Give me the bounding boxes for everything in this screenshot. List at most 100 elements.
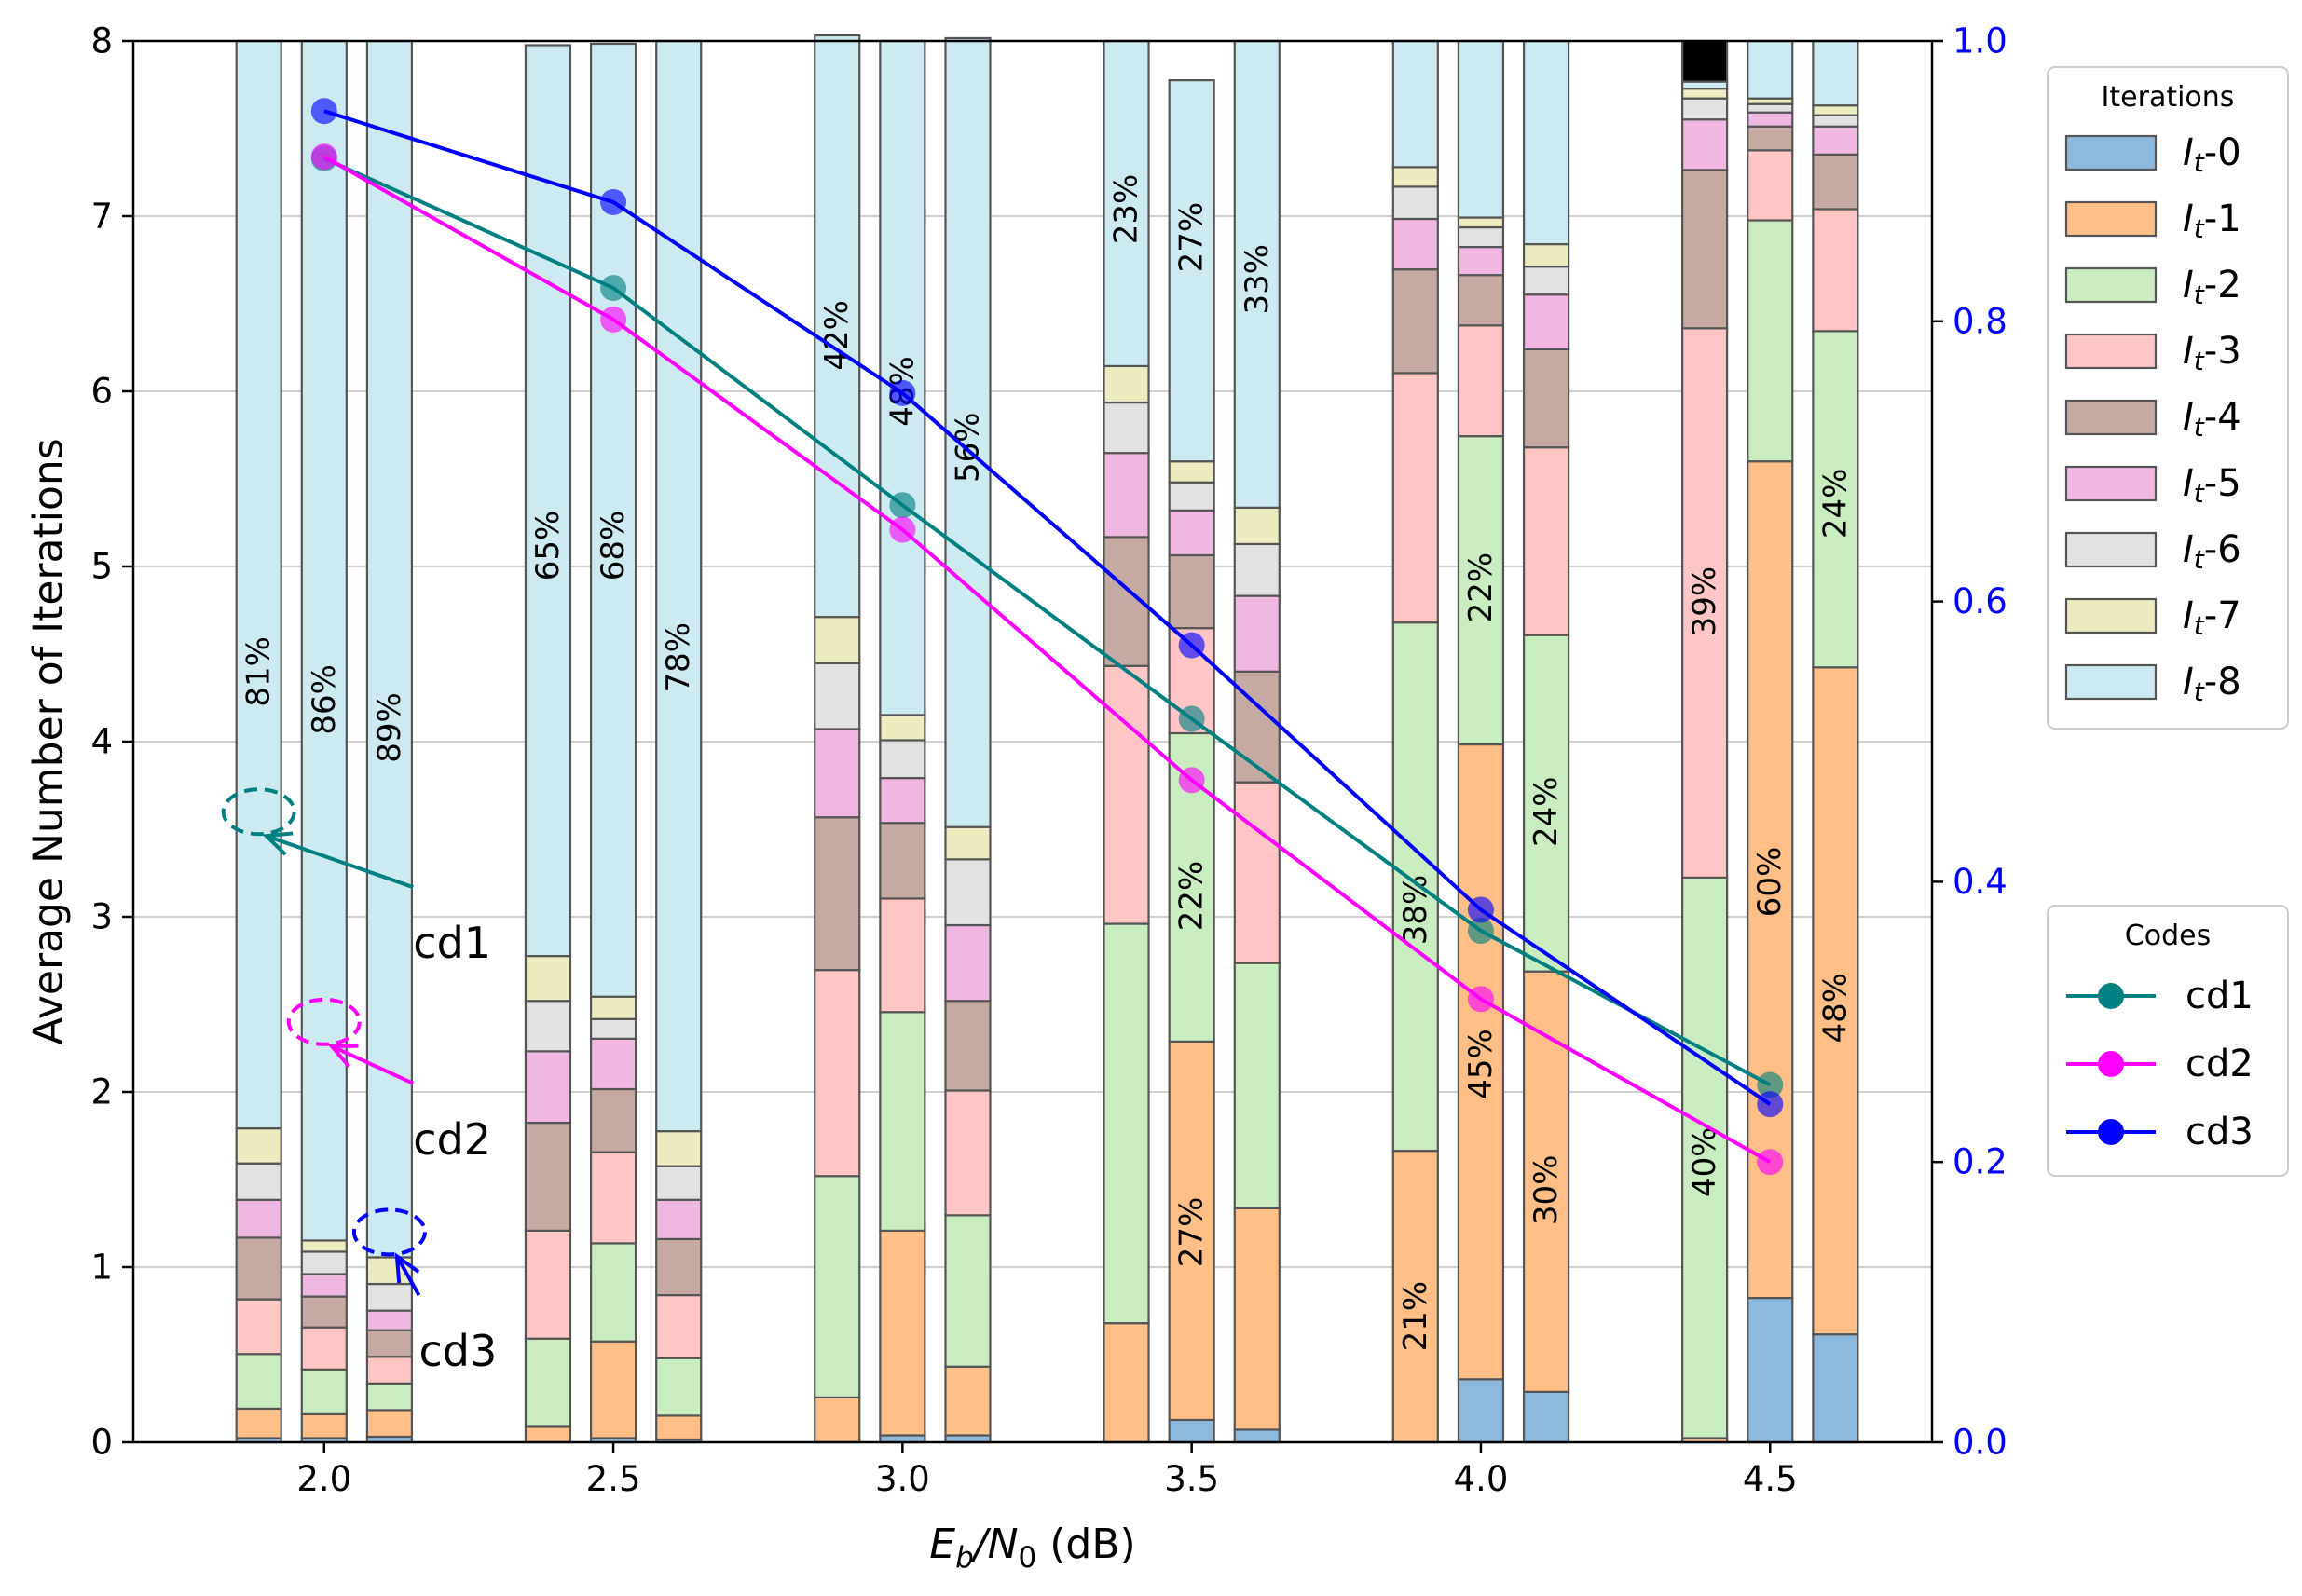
bar-segment-9-3 xyxy=(1103,664,1150,925)
bar-segment-8-4 xyxy=(944,1000,992,1092)
bar-segment-8-1 xyxy=(944,1365,992,1437)
bar-segment-17-6 xyxy=(1812,114,1859,128)
bar-segment-3-1 xyxy=(524,1425,572,1444)
series-point-cd2-1 xyxy=(600,306,627,333)
stacked-bar-5 xyxy=(655,39,703,1444)
bar-segment-8-5 xyxy=(944,923,992,1003)
legend-suffix-8: -8 xyxy=(2204,661,2241,703)
bar-segment-2-8 xyxy=(365,39,414,1259)
bar-segment-14-3 xyxy=(1522,446,1570,636)
percent-label-15-a: 39% xyxy=(1686,566,1723,637)
bar-segment-10-7 xyxy=(1168,460,1215,484)
stacked-bar-11 xyxy=(1233,39,1281,1444)
bar-segment-15-8 xyxy=(1681,80,1729,90)
series-point-cd1-1 xyxy=(600,275,627,302)
bar-segment-17-0 xyxy=(1812,1333,1859,1444)
iterations-legend-label-4: It-4 xyxy=(2183,396,2241,443)
x-label-e: E xyxy=(929,1521,955,1568)
bar-segment-15-4 xyxy=(1681,169,1729,330)
series-point-cd1-3 xyxy=(1178,705,1205,732)
bar-segment-5-1 xyxy=(655,1414,703,1441)
bar-segment-7-1 xyxy=(879,1229,926,1437)
bar-segment-3-4 xyxy=(524,1121,572,1232)
bar-segment-5-4 xyxy=(655,1237,703,1297)
bar-segment-17-4 xyxy=(1812,153,1859,211)
annotations-layer: cd1 cd2 cd3 xyxy=(221,787,497,1376)
x-axis-label: Eb/N0 (dB) xyxy=(929,1521,1135,1575)
percent-label-15-b: 40% xyxy=(1686,1126,1723,1197)
bar-segment-12-4 xyxy=(1391,268,1439,375)
legend-base-3: I xyxy=(2183,330,2194,373)
iterations-legend-label-5: It-5 xyxy=(2183,462,2241,509)
series-point-cd2-5 xyxy=(1757,1149,1784,1176)
stacked-bar-8 xyxy=(944,36,992,1444)
bar-segment-15-7 xyxy=(1681,88,1729,100)
percent-label-17-a: 24% xyxy=(1816,469,1854,539)
series-point-cd3-1 xyxy=(600,188,627,215)
bar-segment-1-4 xyxy=(300,1295,348,1329)
iterations-legend-label-3: It-3 xyxy=(2183,330,2241,376)
bar-segment-9-8 xyxy=(1103,39,1150,368)
bar-segment-0-8 xyxy=(235,39,282,1130)
axes-layer: 0 1 2 3 4 5 6 7 8 0.0 0.2 0.4 0.6 0.8 1.0 2.0 2.5 3.0 3.5 4… xyxy=(25,21,2007,1576)
bar-segment-17-7 xyxy=(1812,104,1859,116)
codes-legend-label-cd3: cd3 xyxy=(2186,1111,2254,1153)
series-point-cd2-2 xyxy=(889,516,916,543)
bar-segment-8-3 xyxy=(944,1089,992,1217)
bar-segment-2-4 xyxy=(365,1329,414,1358)
legend-base-2: I xyxy=(2183,264,2194,307)
stacked-bar-17 xyxy=(1812,39,1859,1444)
bar-segment-17-8 xyxy=(1812,39,1859,107)
iterations-legend-swatch-5 xyxy=(2064,465,2158,502)
percent-label-13-b: 45% xyxy=(1462,1029,1500,1099)
iterations-legend-swatch-7 xyxy=(2064,597,2158,634)
percent-label-14-a: 24% xyxy=(1528,776,1565,847)
legend-sub-1: t xyxy=(2194,213,2205,244)
bar-segment-3-6 xyxy=(524,1000,572,1053)
bar-segment-1-1 xyxy=(300,1412,348,1439)
annotation-ellipse-cd2 xyxy=(286,997,362,1046)
series-point-cd1-4 xyxy=(1467,918,1494,945)
annotation-ellipse-cd3 xyxy=(351,1207,427,1257)
bar-segment-16-6 xyxy=(1747,102,1794,114)
stacked-bar-3 xyxy=(524,44,572,1444)
bar-segment-1-2 xyxy=(300,1368,348,1416)
bar-segment-4-7 xyxy=(589,995,637,1020)
bar-segment-13-3 xyxy=(1457,324,1505,438)
bar-segment-7-4 xyxy=(879,822,926,900)
bar-segment-0-5 xyxy=(235,1198,282,1239)
legend-sub-7: t xyxy=(2194,610,2205,641)
bar-segment-17-1 xyxy=(1812,666,1859,1336)
series-lines-layer xyxy=(310,98,1784,1176)
bar-segment-6-3 xyxy=(814,969,861,1178)
codes-legend-marker-cd1 xyxy=(2098,983,2124,1009)
annotation-arrow-cd2 xyxy=(330,1044,415,1085)
bar-segment-12-6 xyxy=(1391,185,1439,221)
bar-segment-17-5 xyxy=(1812,125,1859,156)
bar-segment-16-2 xyxy=(1747,219,1794,463)
annotation-ellipse-cd1 xyxy=(221,787,296,837)
series-point-cd1-5 xyxy=(1757,1071,1784,1098)
bar-segment-7-6 xyxy=(879,739,926,780)
y-tick-label-0: 0 xyxy=(90,1423,113,1463)
codes-legend-marker-cd2 xyxy=(2098,1051,2124,1077)
bar-segment-15-3 xyxy=(1681,327,1729,879)
stacked-bar-12 xyxy=(1391,39,1439,1444)
bar-segment-3-2 xyxy=(524,1337,572,1428)
series-point-cd3-2 xyxy=(889,379,916,406)
bar-segment-1-3 xyxy=(300,1326,348,1371)
percent-label-10-b: 22% xyxy=(1173,861,1211,932)
bar-segment-6-6 xyxy=(814,662,861,730)
stacked-bar-13 xyxy=(1457,39,1505,1444)
bar-segment-15-9 xyxy=(1681,39,1729,83)
legend-sub-3: t xyxy=(2194,346,2205,376)
percent-label-2-a: 89% xyxy=(371,692,408,763)
bar-segment-7-5 xyxy=(879,777,926,825)
bar-segment-0-6 xyxy=(235,1162,282,1201)
bar-segment-12-2 xyxy=(1391,621,1439,1153)
iterations-legend-label-8: It-8 xyxy=(2183,661,2241,707)
percent-label-13-a: 22% xyxy=(1462,552,1500,623)
percent-label-11-a: 33% xyxy=(1239,244,1276,315)
